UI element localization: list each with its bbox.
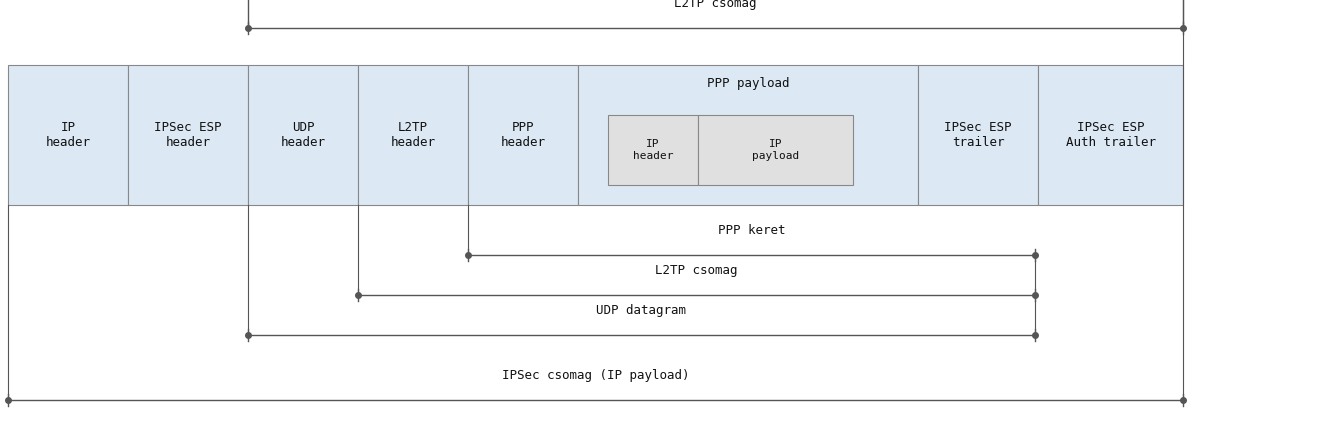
Text: IPSec csomag (IP payload): IPSec csomag (IP payload): [502, 369, 690, 382]
Text: UDP datagram: UDP datagram: [597, 304, 687, 317]
Bar: [918, 65, 1038, 205]
Bar: [608, 115, 698, 185]
Text: L2TP
header: L2TP header: [391, 121, 436, 149]
Text: IP
header: IP header: [633, 139, 673, 161]
Bar: [8, 65, 128, 205]
Text: UDP
header: UDP header: [281, 121, 326, 149]
Bar: [698, 115, 853, 185]
Text: IPSec ESP
Auth trailer: IPSec ESP Auth trailer: [1066, 121, 1156, 149]
Text: PPP
header: PPP header: [500, 121, 545, 149]
Bar: [579, 65, 918, 205]
Bar: [1038, 65, 1184, 205]
Text: L2TP csomag: L2TP csomag: [674, 0, 757, 10]
Text: IP
header: IP header: [45, 121, 90, 149]
Text: IPSec ESP
trailer: IPSec ESP trailer: [944, 121, 1012, 149]
Text: IP
payload: IP payload: [752, 139, 800, 161]
Bar: [467, 65, 579, 205]
Text: L2TP csomag: L2TP csomag: [655, 264, 737, 277]
Bar: [357, 65, 467, 205]
Text: IPSec ESP
header: IPSec ESP header: [155, 121, 221, 149]
Text: PPP keret: PPP keret: [718, 224, 785, 237]
Bar: [248, 65, 357, 205]
Text: PPP payload: PPP payload: [707, 77, 789, 90]
Bar: [128, 65, 248, 205]
